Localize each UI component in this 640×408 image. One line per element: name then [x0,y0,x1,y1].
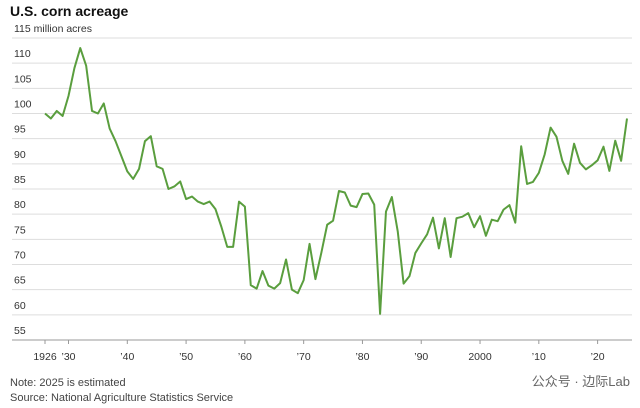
watermark: 公众号 · 边际Lab [532,374,630,389]
x-tick-label: ’40 [120,351,134,363]
data-line [44,47,628,315]
y-tick-label: 90 [14,149,26,161]
y-tick-label: 95 [14,124,26,136]
x-tick-label: 2000 [468,351,492,363]
y-tick-label: 85 [14,174,26,186]
y-tick-label: 115 million acres [14,23,92,35]
x-tick-label: ’20 [591,351,605,363]
x-tick-label: ’10 [532,351,546,363]
x-tick-label: ’80 [355,351,369,363]
x-tick-label: 1926 [33,351,57,363]
y-tick-label: 110 [14,48,31,60]
x-tick-label: ’30 [62,351,76,363]
x-tick-label: ’70 [297,351,311,363]
y-tick-label: 100 [14,99,32,111]
y-tick-label: 105 [14,73,32,85]
source: Source: National Agriculture Statistics … [10,392,233,404]
x-tick-label: ’90 [414,351,428,363]
y-tick-label: 75 [14,224,26,236]
y-tick-label: 65 [14,275,26,287]
note: Note: 2025 is estimated [10,377,126,389]
y-tick-label: 60 [14,300,26,312]
y-tick-label: 70 [14,250,26,262]
y-tick-label: 80 [14,199,26,211]
y-tick-label: 55 [14,325,26,337]
x-tick-label: ’50 [179,351,193,363]
x-tick-label: ’60 [238,351,252,363]
chart-title: U.S. corn acreage [10,3,128,19]
